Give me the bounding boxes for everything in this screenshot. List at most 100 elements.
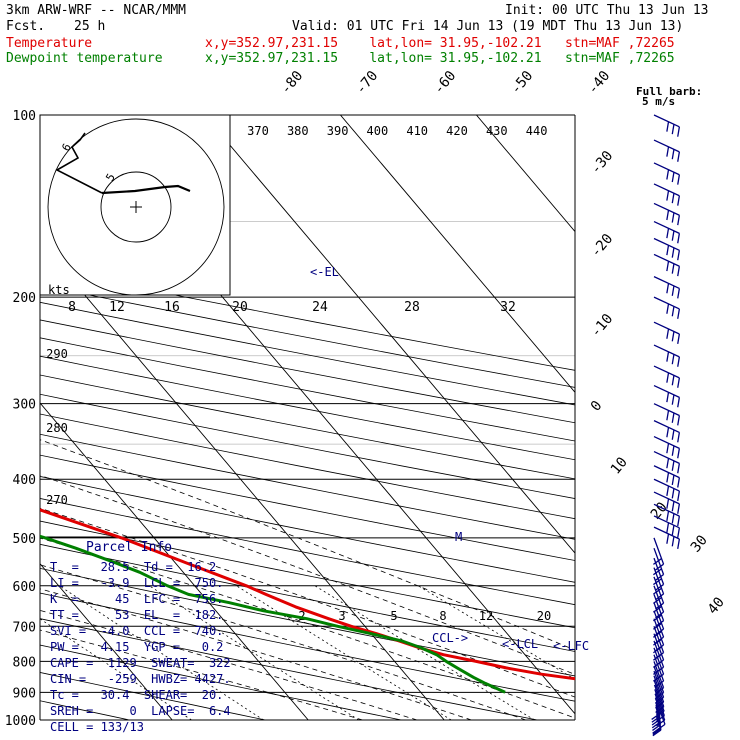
- wind-barb: [653, 503, 681, 527]
- wind-barb-feather: [671, 412, 675, 423]
- level-annotation-el: <-EL: [310, 265, 339, 279]
- wind-barb-feather: [656, 723, 666, 731]
- parcel-info-title: Parcel Info: [86, 540, 173, 555]
- wind-barb-feather: [677, 356, 681, 367]
- wind-barb-staff: [653, 237, 680, 251]
- level-annotation-ccl: CCL->: [432, 631, 468, 645]
- level-annotation-lfc: <-LFC: [553, 639, 589, 653]
- wind-barb: [653, 384, 681, 408]
- wind-barb-feather: [666, 210, 670, 221]
- parcel-info-row: SREH = 0 LAPSE= 6.4: [50, 704, 231, 718]
- dry-adiabat: [40, 592, 575, 702]
- wind-barb-feather: [666, 283, 670, 294]
- wind-barb-feather: [666, 228, 670, 239]
- theta-e-label: 370: [247, 124, 269, 138]
- wind-barb: [654, 689, 665, 723]
- wind-barb: [653, 220, 681, 244]
- wind-barb-feather: [666, 121, 670, 132]
- wind-barb-feather: [677, 463, 681, 474]
- parcel-info-row: PW = 4.15 YGP = 0.2: [50, 640, 224, 654]
- wind-barb: [653, 450, 681, 474]
- wind-barb-feather: [671, 354, 675, 365]
- isotherm-label: -60: [431, 68, 460, 98]
- hodograph-ring-label: 16: [164, 300, 180, 315]
- wind-barb-feather: [671, 172, 675, 183]
- wind-barb: [653, 435, 681, 459]
- wind-barb-feather: [671, 375, 675, 386]
- wind-barb-feather: [655, 652, 664, 659]
- wind-barb-feather: [651, 721, 661, 729]
- isotherm: [340, 115, 575, 394]
- dry-adiabat: [40, 618, 538, 720]
- wind-barb: [653, 594, 665, 628]
- wind-barb-staff: [653, 515, 680, 529]
- wind-barb-feather: [666, 510, 670, 522]
- wind-barb-staff: [653, 253, 680, 267]
- parcel-info-row: LI = -3.9 LCL = 750.: [50, 576, 224, 590]
- isotherm: [204, 115, 575, 554]
- wind-barb: [653, 547, 665, 581]
- wind-barb-feather: [677, 448, 681, 459]
- mixing-ratio-line: [314, 585, 535, 720]
- mixing-ratio-label: 8: [439, 609, 446, 623]
- wind-barb-feather: [677, 415, 681, 426]
- parcel-info-row: T = 28.5 Td = 16.2: [50, 560, 217, 574]
- wind-barb-feather: [677, 538, 681, 549]
- hodograph-ring: [100, 171, 172, 243]
- wind-barb-feather: [677, 126, 681, 137]
- wind-barb-feather: [666, 410, 670, 421]
- wind-barb-feather: [677, 215, 681, 226]
- wind-barb-feather: [666, 190, 670, 201]
- wind-barb-feather: [671, 536, 675, 547]
- wind-barb-feather: [655, 628, 664, 636]
- wind-barb-feather: [655, 706, 665, 714]
- wind-barb-staff: [653, 202, 680, 216]
- dewpoint-profile: [40, 534, 506, 694]
- barb-legend-line1: Full barb:: [636, 85, 703, 98]
- pressure-tick-label: 1000: [5, 714, 36, 729]
- moist-adiabat: [40, 610, 418, 720]
- wind-barb-feather: [666, 522, 670, 533]
- wind-barb-feather: [677, 308, 681, 319]
- wind-barb-staff: [653, 640, 665, 668]
- theta-e-label: 390: [327, 124, 349, 138]
- wind-barb-feather: [655, 687, 664, 695]
- wind-barb-feather: [655, 620, 664, 628]
- hodograph-ring-label: 20: [232, 300, 248, 315]
- temperature-location: x,y=352.97,231.15 lat,lon= 31.95,-102.21…: [205, 36, 675, 51]
- wind-barb: [653, 139, 681, 162]
- wind-barb-staff: [653, 478, 680, 492]
- wind-barb-feather: [677, 195, 681, 206]
- wind-barb: [653, 403, 681, 426]
- theta-e-label: 400: [367, 124, 389, 138]
- wind-barb-feather: [655, 636, 664, 644]
- wind-barb-feather: [677, 151, 681, 162]
- wind-barb-feather: [666, 372, 670, 383]
- barb-legend-line2: 5 m/s: [642, 95, 676, 108]
- wind-barb-feather: [666, 245, 670, 256]
- wind-barb-feather: [655, 563, 664, 571]
- wind-barb-feather: [666, 498, 670, 509]
- wind-barb-feather: [666, 261, 670, 272]
- wind-barb-staff: [653, 220, 680, 234]
- theta-label: 290: [46, 347, 68, 361]
- wind-barb: [653, 465, 681, 488]
- wind-barb-feather: [677, 377, 681, 388]
- pressure-tick-label: 900: [13, 686, 36, 701]
- wind-barb: [653, 478, 681, 502]
- wind-barb: [653, 162, 681, 185]
- mixing-ratio-label: 2: [298, 609, 305, 623]
- wind-barb-feather: [666, 443, 670, 454]
- parcel-info-row: CIN = -259 HWBZ= 4427.: [50, 672, 231, 686]
- pressure-tick-label: 400: [13, 473, 36, 488]
- wind-barb-staff: [653, 365, 680, 379]
- hodograph-box: [39, 114, 231, 296]
- wind-barb-feather: [666, 472, 670, 483]
- wind-barb-feather: [653, 614, 662, 622]
- wind-barb-feather: [671, 394, 675, 405]
- isotherm: [40, 241, 445, 720]
- wind-barb-feather: [677, 266, 681, 277]
- wind-barb: [653, 537, 665, 571]
- wind-barb-feather: [655, 602, 664, 610]
- wind-barb-feather: [671, 285, 675, 296]
